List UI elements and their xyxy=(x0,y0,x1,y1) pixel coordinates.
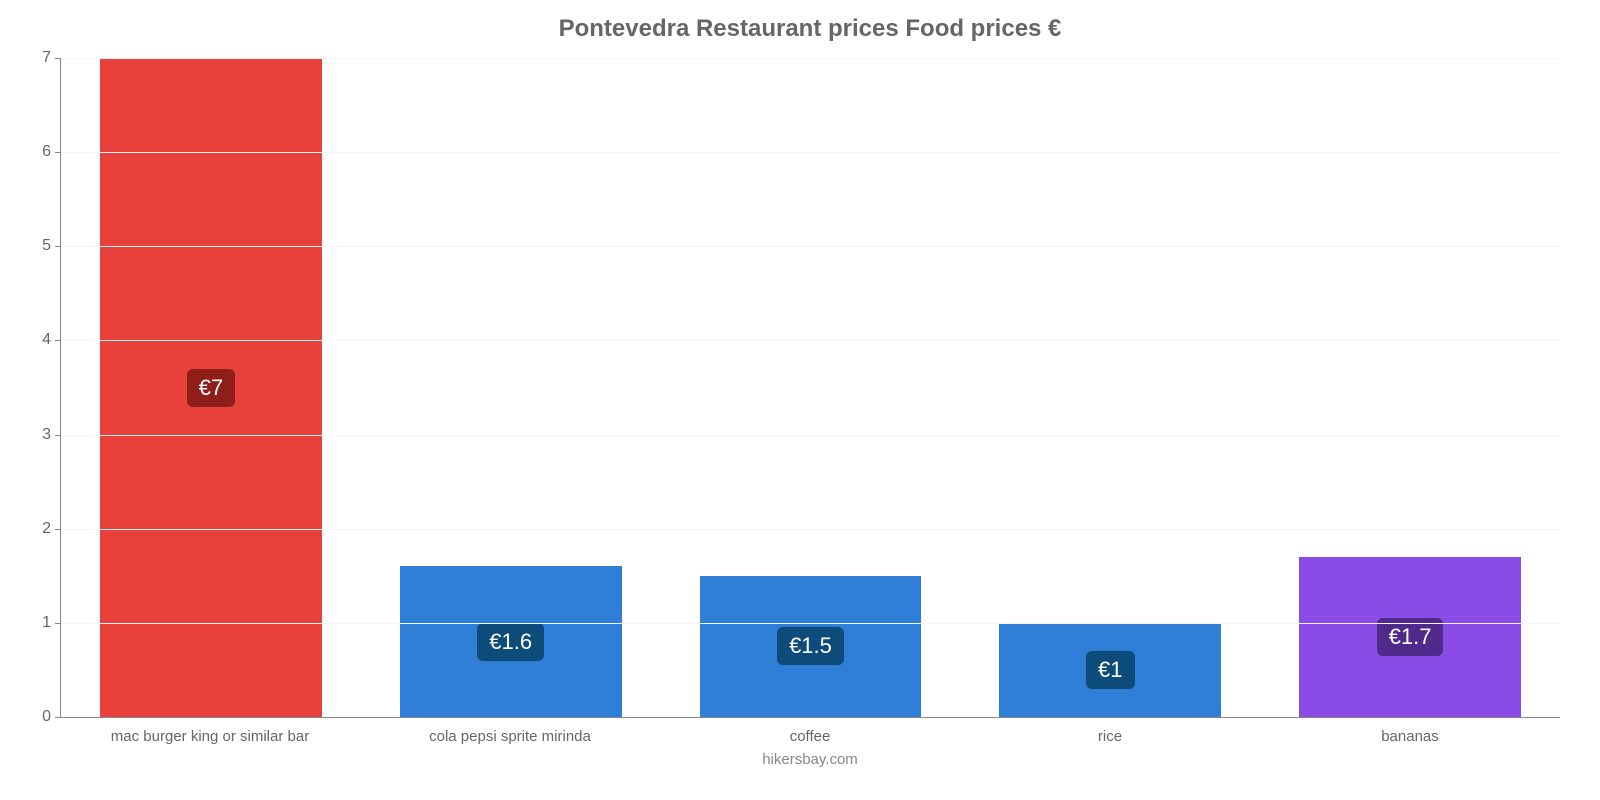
bar: €7 xyxy=(100,58,322,717)
y-tick-label: 3 xyxy=(42,426,61,444)
bar-slot: €1 xyxy=(960,58,1260,717)
y-tick-label: 1 xyxy=(42,614,61,632)
gridline xyxy=(61,623,1560,624)
bar-value-badge: €7 xyxy=(187,369,235,407)
y-tick-label: 4 xyxy=(42,331,61,349)
price-bar-chart: Pontevedra Restaurant prices Food prices… xyxy=(0,0,1600,800)
bar: €1 xyxy=(999,623,1221,717)
x-axis-label: mac burger king or similar bar xyxy=(60,728,360,745)
bar-value-badge: €1.6 xyxy=(477,623,544,661)
gridline xyxy=(61,246,1560,247)
bar-slot: €7 xyxy=(61,58,361,717)
bar-slot: €1.7 xyxy=(1260,58,1560,717)
gridline xyxy=(61,340,1560,341)
gridline xyxy=(61,152,1560,153)
bar: €1.5 xyxy=(700,576,922,717)
x-axis-label: cola pepsi sprite mirinda xyxy=(360,728,660,745)
chart-source: hikersbay.com xyxy=(60,751,1560,768)
bar: €1.7 xyxy=(1299,557,1521,717)
bar-value-badge: €1.5 xyxy=(777,627,844,665)
chart-title: Pontevedra Restaurant prices Food prices… xyxy=(60,15,1560,43)
y-tick-label: 2 xyxy=(42,520,61,538)
gridline xyxy=(61,529,1560,530)
plot-area: €7€1.6€1.5€1€1.7 01234567 xyxy=(60,58,1560,718)
gridline xyxy=(61,435,1560,436)
x-axis-label: rice xyxy=(960,728,1260,745)
bar-slot: €1.6 xyxy=(361,58,661,717)
y-tick-label: 5 xyxy=(42,237,61,255)
y-tick-label: 6 xyxy=(42,143,61,161)
bar-value-badge: €1 xyxy=(1086,651,1134,689)
y-tick-label: 0 xyxy=(42,708,61,726)
y-tick-label: 7 xyxy=(42,49,61,67)
x-axis-label: bananas xyxy=(1260,728,1560,745)
gridline xyxy=(61,58,1560,59)
bar-slot: €1.5 xyxy=(661,58,961,717)
bar: €1.6 xyxy=(400,566,622,717)
bars-row: €7 €1.6 €1.5 €1 €1.7 xyxy=(61,58,1560,717)
x-axis-label: coffee xyxy=(660,728,960,745)
x-axis-labels: mac burger king or similar barcola pepsi… xyxy=(60,728,1560,745)
